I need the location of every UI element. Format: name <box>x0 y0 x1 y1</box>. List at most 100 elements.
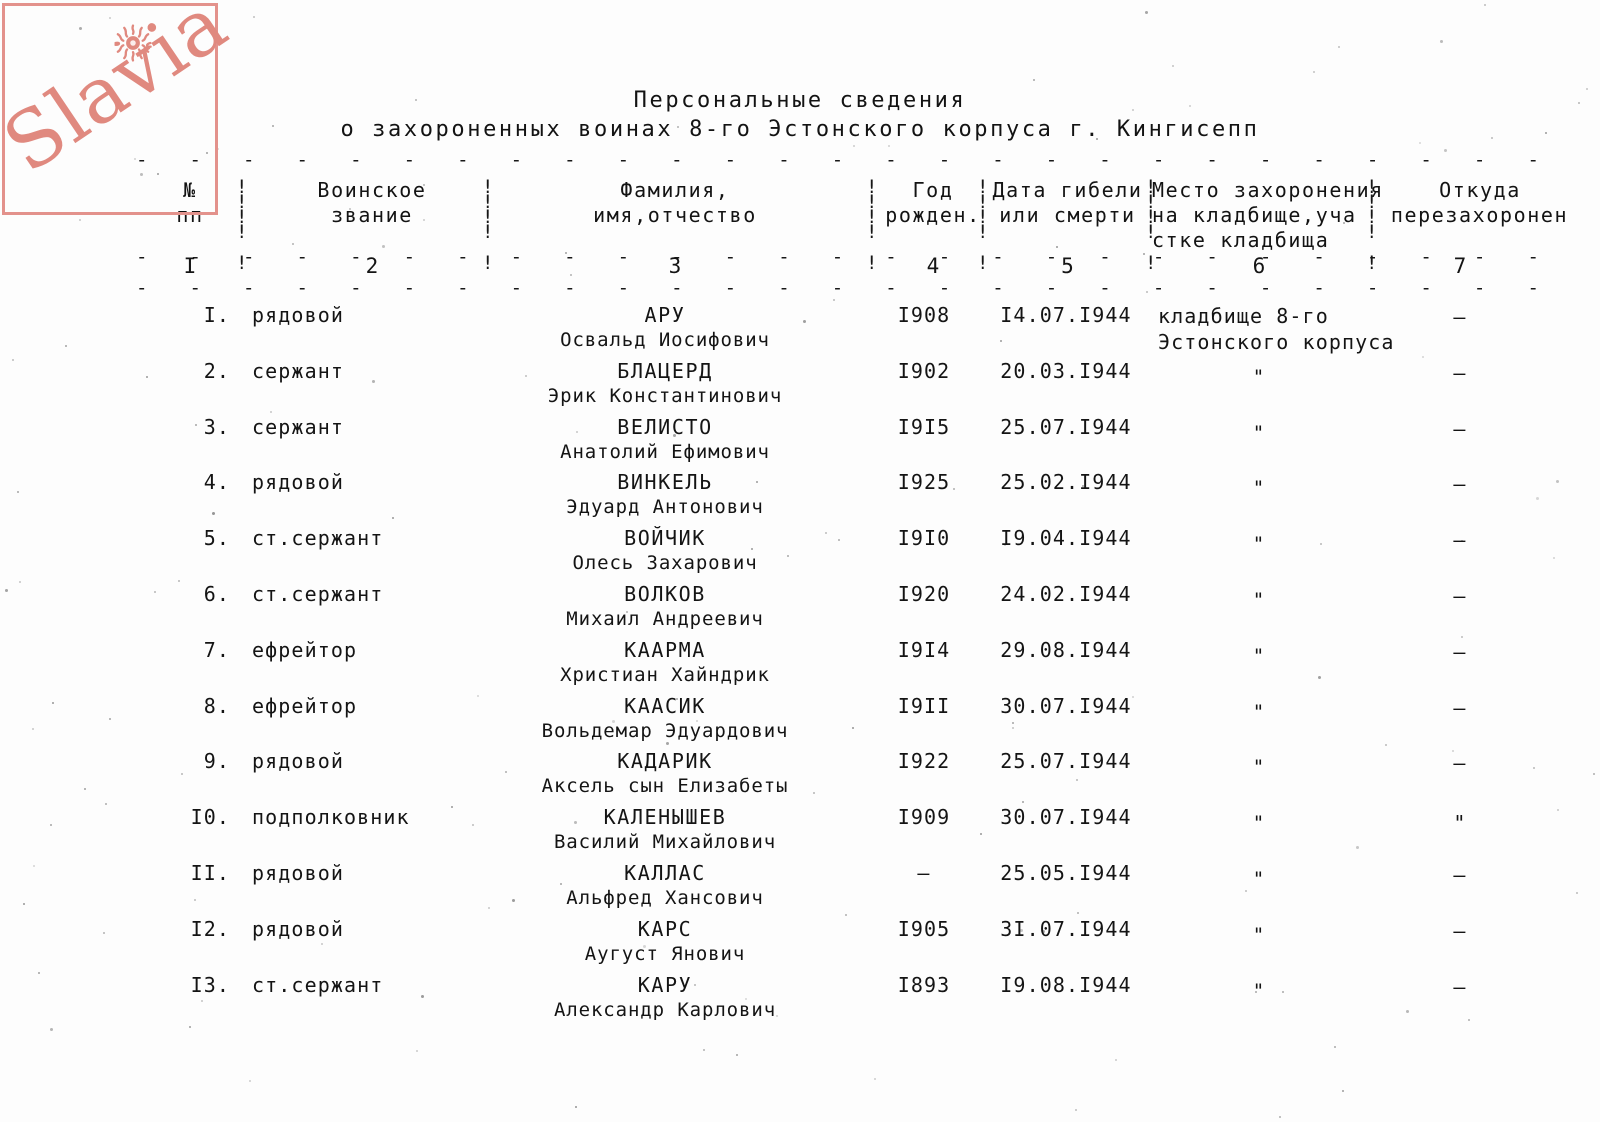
header-col-6-place-line2: на кладбище,уча <box>1152 203 1357 227</box>
row-death-date: 29.08.I944 <box>1000 637 1132 662</box>
scan-speck <box>1131 109 1134 112</box>
scan-speck <box>1419 142 1422 145</box>
scan-speck <box>206 151 209 154</box>
row-birth-year: I922 <box>897 749 951 774</box>
scan-speck <box>1279 1115 1282 1118</box>
row-burial-place: " <box>1252 979 1266 1002</box>
row-reburied-from: – <box>1453 695 1467 720</box>
scan-speck <box>1443 149 1447 153</box>
row-rank: ефрейтор <box>252 693 358 718</box>
row-full-name: ВОЙЧИК Олесь Захарович <box>480 526 850 576</box>
scan-speck <box>1532 767 1535 770</box>
scan-speck <box>1385 743 1388 746</box>
scan-speck <box>11 359 14 362</box>
scan-speck <box>1483 4 1486 7</box>
colnum-4: 4 <box>926 254 940 278</box>
row-surname: ВОЙЧИК <box>624 526 706 551</box>
colnum-7: 7 <box>1453 254 1467 278</box>
scan-speck <box>146 376 149 379</box>
sun-icon <box>114 24 152 62</box>
row-surname: КАЛЛАС <box>624 861 706 885</box>
scan-speck <box>612 720 616 724</box>
row-surname: АРУ <box>644 303 686 327</box>
row-number: 8. <box>203 693 230 718</box>
scan-speck <box>666 742 670 745</box>
row-number: I. <box>203 303 230 327</box>
row-number: 9. <box>203 749 230 774</box>
row-reburied-from: – <box>1453 751 1467 776</box>
scan-speck <box>291 243 294 246</box>
scan-speck <box>194 899 197 902</box>
scan-speck <box>31 727 34 730</box>
row-full-name: БЛАЦЕРД Эрик Константинович <box>480 359 850 409</box>
scan-speck <box>575 431 578 434</box>
row-death-date: I9.04.I944 <box>1000 526 1132 551</box>
colnum-vsep-6: ! <box>1366 252 1378 274</box>
scan-speck <box>22 902 25 905</box>
scan-speck <box>195 424 198 427</box>
scan-speck <box>371 380 375 384</box>
colnum-vsep-5: ! <box>1145 252 1157 274</box>
document-subtitle-line2: о захороненных воинах 8-го Эстонского ко… <box>340 117 1260 142</box>
scan-speck <box>564 252 567 255</box>
scan-speck <box>1171 65 1174 68</box>
scan-speck <box>201 1000 204 1003</box>
row-death-date: I4.07.I944 <box>1000 303 1132 327</box>
scan-speck <box>270 410 273 413</box>
scan-speck <box>1003 544 1006 547</box>
row-full-name: КААРМА Христиан Хайндрик <box>480 638 850 688</box>
scan-speck <box>253 15 256 18</box>
scan-speck <box>349 208 352 211</box>
scan-speck <box>559 883 562 886</box>
row-rank: рядовой <box>252 303 344 327</box>
row-death-date: 30.07.I944 <box>1000 805 1132 830</box>
scan-speck <box>38 971 41 974</box>
scan-speck <box>1077 911 1080 914</box>
header-vsep-5: !!!! <box>1145 176 1157 243</box>
scan-speck <box>271 125 274 128</box>
row-birth-year: I9I5 <box>897 414 951 439</box>
scan-speck <box>1593 772 1596 775</box>
row-given-name: Олесь Захарович <box>572 552 758 575</box>
scan-speck <box>1545 131 1548 134</box>
scan-speck <box>560 726 564 730</box>
scan-speck <box>84 788 87 791</box>
row-reburied-from: – <box>1453 472 1467 497</box>
scan-speck <box>1468 1019 1471 1022</box>
header-col-7-from-line2: перезахоронен <box>1390 203 1569 227</box>
row-number: I3. <box>190 972 230 997</box>
row-birth-year: I909 <box>897 805 951 830</box>
row-given-name: Михаил Андреевич <box>566 608 764 630</box>
row-reburied-from: – <box>1453 360 1467 385</box>
scan-speck <box>1356 846 1360 849</box>
scan-speck <box>702 1048 705 1051</box>
header-col-6-place-line3: стке кладбища <box>1152 228 1330 252</box>
table-colnum-rule: - - - - - - - - - - - - - - - - - - - - … <box>136 278 1546 298</box>
header-col-4-birthyear: Год рожден. <box>885 178 981 227</box>
row-burial-place: " <box>1252 868 1266 890</box>
scan-speck <box>415 1050 418 1053</box>
row-surname: КАЛЕНЫШЕВ <box>603 805 727 830</box>
row-surname: ВОЛКОВ <box>624 582 706 606</box>
colnum-1: I <box>183 254 197 278</box>
scan-speck <box>1081 485 1084 488</box>
row-surname: КАРС <box>637 916 693 941</box>
scan-speck <box>16 491 19 494</box>
row-full-name: ВЕЛИСТО Анатолий Ефимович <box>480 415 850 465</box>
scan-speck <box>1556 809 1559 812</box>
scan-speck <box>693 983 696 986</box>
header-col-3-name: Фамилия, имя,отчество <box>593 178 757 227</box>
colnum-2: 2 <box>365 254 379 278</box>
scan-speck <box>1337 46 1340 49</box>
row-death-date: I9.08.I944 <box>1000 972 1132 997</box>
scan-speck <box>1020 929 1024 933</box>
scan-speck <box>755 480 758 483</box>
scan-speck <box>776 1015 779 1018</box>
header-col-2-rank: Воинское звание <box>317 178 427 227</box>
document-title-line1: Персональные сведения <box>633 88 967 113</box>
row-reburied-from: " <box>1453 811 1467 836</box>
scan-speck <box>1491 136 1494 139</box>
row-reburied-from: – <box>1453 974 1467 999</box>
scan-speck <box>1461 540 1464 543</box>
